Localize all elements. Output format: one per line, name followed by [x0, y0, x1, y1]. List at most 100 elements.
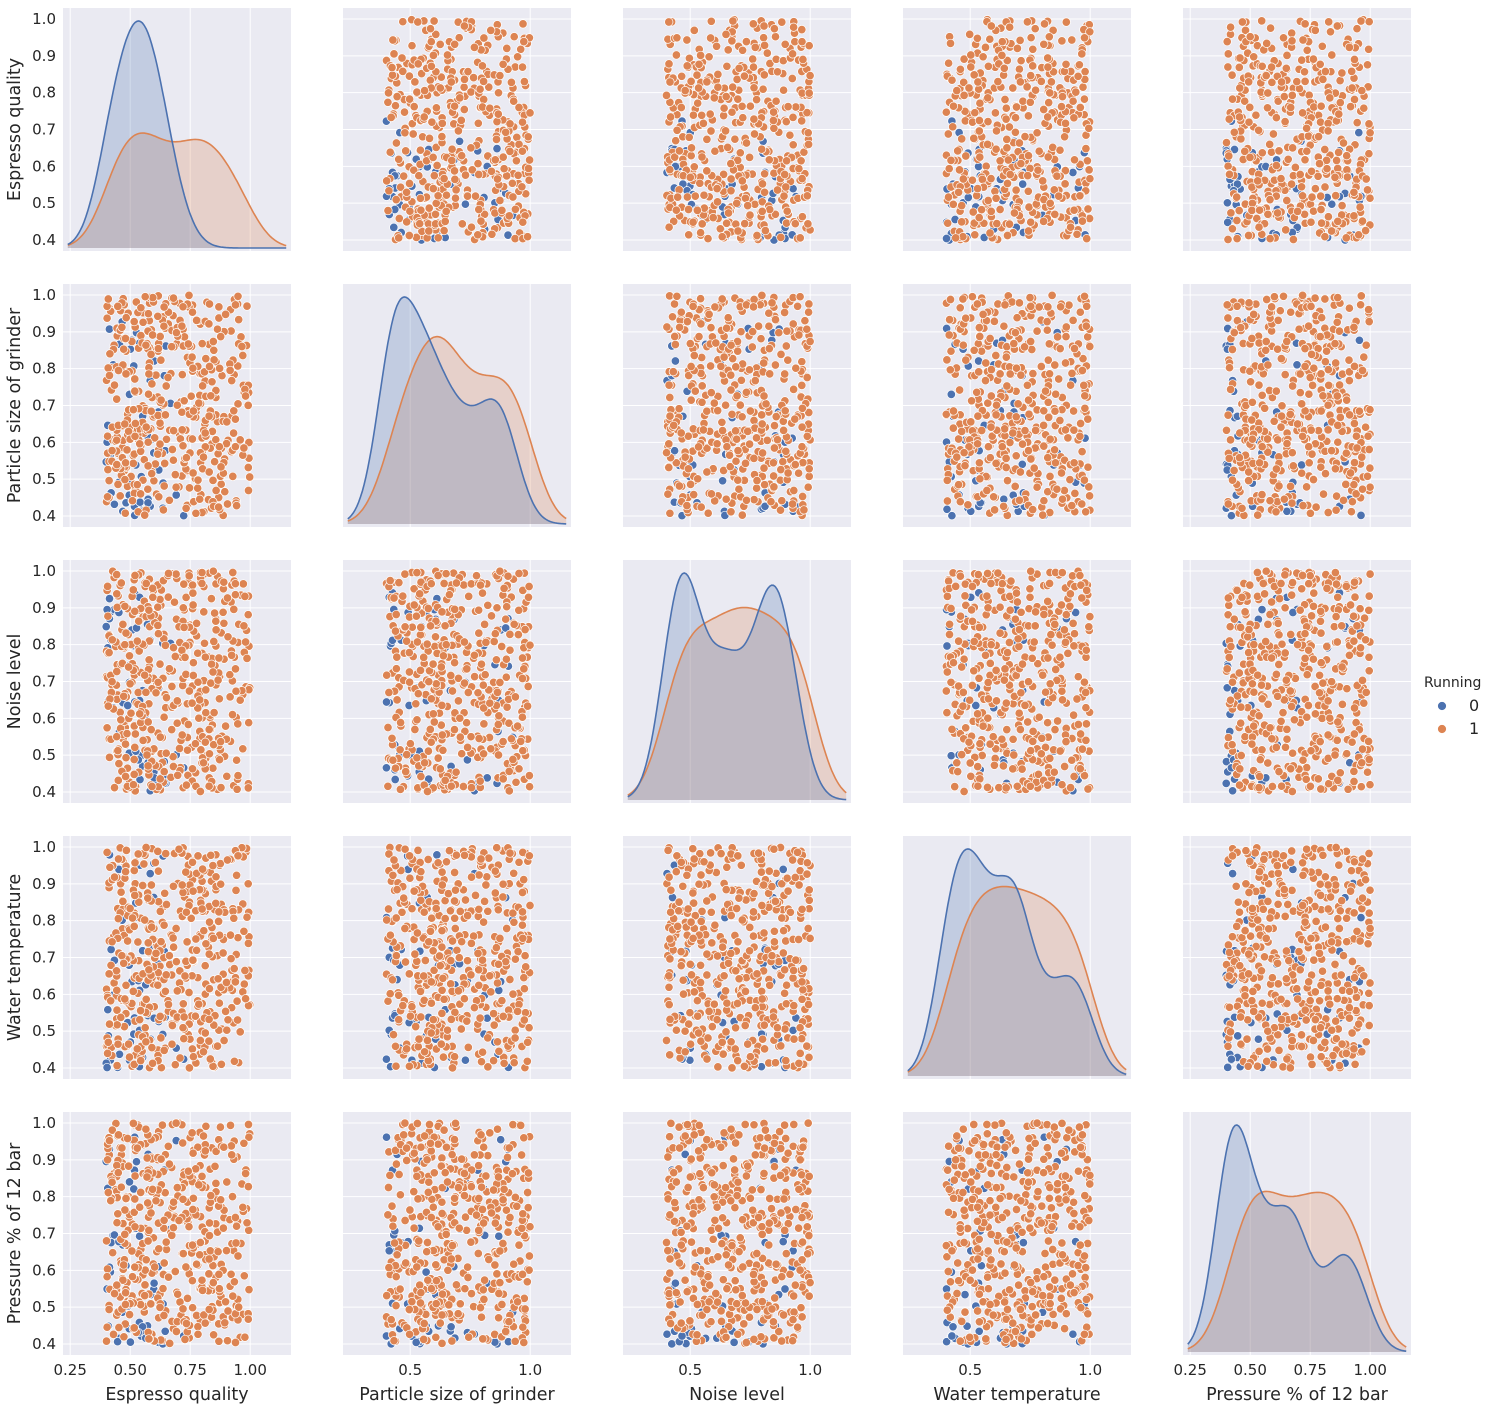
point-running-1	[398, 66, 408, 76]
point-running-1	[677, 71, 687, 81]
point-running-1	[412, 715, 422, 725]
point-running-1	[160, 640, 170, 650]
point-running-1	[211, 485, 221, 496]
point-running-1	[771, 96, 781, 106]
point-running-1	[1298, 431, 1308, 441]
point-running-1	[1054, 191, 1064, 201]
point-running-1	[1363, 431, 1373, 441]
point-running-1	[1251, 110, 1261, 120]
point-running-1	[686, 479, 696, 489]
point-running-1	[1317, 41, 1327, 51]
point-running-1	[1015, 467, 1025, 477]
point-running-1	[132, 480, 142, 490]
point-running-1	[662, 322, 672, 332]
point-running-1	[981, 161, 991, 171]
point-running-1	[759, 33, 769, 43]
point-running-1	[1074, 60, 1084, 70]
point-running-1	[1083, 462, 1093, 472]
point-running-1	[723, 313, 733, 323]
point-running-1	[104, 476, 114, 486]
point-running-1	[697, 397, 707, 407]
point-running-1	[199, 638, 210, 648]
point-running-1	[483, 600, 493, 610]
point-running-1	[112, 666, 122, 677]
point-running-1	[803, 128, 813, 138]
point-running-1	[178, 302, 188, 312]
point-running-1	[682, 317, 692, 327]
point-running-1	[1044, 339, 1054, 349]
point-running-1	[965, 29, 975, 39]
point-running-1	[1229, 328, 1239, 338]
point-running-1	[467, 165, 477, 175]
point-running-1	[732, 198, 742, 208]
point-running-1	[136, 303, 146, 313]
point-running-1	[1281, 225, 1291, 235]
point-running-1	[1273, 208, 1283, 218]
point-running-1	[466, 579, 476, 589]
point-running-1	[232, 755, 242, 765]
point-running-1	[198, 758, 209, 768]
point-running-1	[140, 670, 150, 680]
point-running-1	[128, 458, 138, 468]
point-running-1	[954, 434, 964, 444]
point-running-1	[234, 315, 244, 325]
point-running-1	[706, 489, 716, 499]
point-running-1	[1286, 102, 1296, 113]
point-running-1	[424, 203, 434, 213]
point-running-1	[204, 724, 214, 735]
point-running-1	[738, 45, 748, 55]
point-running-1	[1354, 406, 1364, 416]
point-running-1	[986, 365, 996, 375]
point-running-1	[1056, 468, 1067, 478]
point-running-1	[497, 641, 507, 652]
point-running-1	[228, 471, 238, 481]
point-running-1	[974, 213, 984, 223]
point-running-1	[475, 84, 485, 94]
point-running-1	[712, 41, 722, 51]
point-running-1	[997, 50, 1007, 60]
point-running-1	[948, 406, 959, 416]
point-running-1	[1045, 471, 1055, 481]
point-running-1	[120, 739, 131, 749]
point-running-1	[1244, 298, 1254, 308]
point-running-1	[782, 326, 792, 336]
point-running-1	[1314, 159, 1325, 169]
point-running-1	[1060, 179, 1070, 189]
point-running-1	[215, 363, 225, 373]
point-running-1	[240, 591, 250, 601]
point-running-1	[1257, 490, 1267, 500]
point-running-1	[776, 232, 786, 242]
point-running-1	[463, 67, 473, 77]
point-running-1	[1282, 195, 1292, 206]
point-running-1	[1254, 222, 1264, 232]
point-running-1	[470, 672, 480, 682]
point-running-1	[785, 130, 795, 140]
point-running-1	[770, 315, 781, 325]
point-running-1	[1001, 453, 1011, 463]
point-running-1	[991, 350, 1001, 361]
point-running-1	[963, 500, 973, 510]
point-running-1	[1060, 118, 1071, 128]
point-running-1	[147, 469, 157, 479]
point-running-1	[1308, 206, 1319, 216]
point-running-1	[474, 204, 484, 215]
point-running-1	[684, 230, 694, 240]
point-running-1	[1337, 201, 1347, 211]
point-running-1	[697, 110, 707, 120]
point-running-1	[1244, 230, 1254, 241]
point-running-1	[413, 689, 423, 699]
point-running-1	[1017, 439, 1028, 449]
point-running-1	[1287, 36, 1297, 46]
point-running-1	[167, 342, 177, 352]
point-running-1	[392, 92, 402, 102]
point-running-1	[396, 718, 406, 728]
point-running-1	[432, 160, 442, 171]
point-running-1	[704, 309, 714, 319]
point-running-1	[748, 54, 758, 64]
point-running-1	[802, 372, 812, 383]
point-running-1	[450, 193, 461, 203]
point-running-1	[523, 681, 533, 692]
point-running-1	[1306, 301, 1316, 311]
point-running-1	[1253, 510, 1263, 520]
point-running-1	[759, 21, 769, 31]
